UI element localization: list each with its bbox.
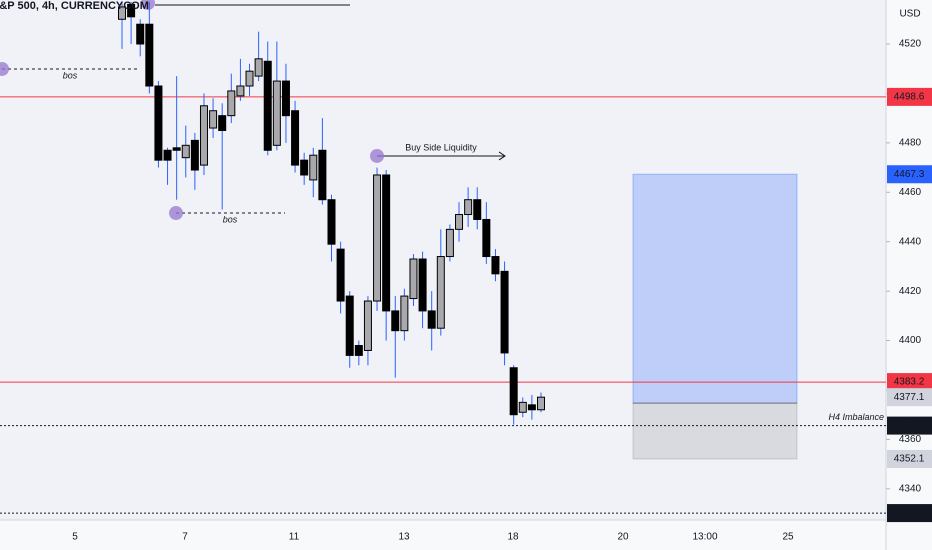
candle-body bbox=[391, 310, 400, 332]
x-tick-label: 11 bbox=[289, 532, 300, 543]
candle-body bbox=[281, 80, 290, 117]
chart-title: S&P 500, 4h, CURRENCYCOM bbox=[0, 0, 149, 12]
candle-body bbox=[509, 367, 518, 416]
candle-body bbox=[181, 144, 190, 159]
annotation-dot bbox=[370, 148, 384, 163]
candle-body bbox=[145, 23, 154, 87]
candle-body bbox=[309, 154, 318, 181]
candle-body bbox=[190, 139, 199, 171]
annotation-label: bos bbox=[223, 214, 238, 224]
x-tick-label: 7 bbox=[182, 532, 188, 543]
y-tick-label: 4400 bbox=[899, 335, 922, 346]
candle-body bbox=[427, 310, 436, 329]
candle-body bbox=[291, 110, 300, 166]
candle-body bbox=[482, 218, 491, 258]
y-tick-label: 4360 bbox=[899, 434, 922, 445]
candle-body bbox=[409, 258, 418, 300]
candle-body bbox=[209, 110, 218, 129]
candle-body bbox=[518, 401, 527, 413]
candle-body bbox=[272, 80, 281, 146]
candle-body bbox=[172, 147, 181, 151]
price-badge-label: 4365.6 bbox=[894, 420, 925, 431]
candle-body bbox=[218, 115, 227, 131]
annotation-label: bos bbox=[63, 70, 78, 80]
x-tick-label: 13 bbox=[398, 532, 410, 543]
candle-body bbox=[436, 256, 445, 329]
y-tick-label: 4460 bbox=[899, 187, 922, 198]
price-badge-label: 4383.2 bbox=[894, 377, 925, 388]
candle-body bbox=[527, 404, 536, 411]
candle-body bbox=[227, 90, 236, 117]
y-tick-label: 4520 bbox=[899, 39, 922, 50]
candle-body bbox=[345, 295, 354, 356]
annotation-dot bbox=[0, 61, 9, 76]
candle-body bbox=[382, 174, 391, 312]
price-badge-label: 4498.6 bbox=[894, 92, 925, 103]
annotation-dot bbox=[169, 206, 183, 221]
price-badge-label: 4352.1 bbox=[894, 454, 925, 465]
candle-body bbox=[327, 199, 336, 245]
price-badge bbox=[887, 449, 932, 468]
x-tick-label: 5 bbox=[72, 532, 78, 543]
price-badge-label: 4330.2 bbox=[894, 508, 925, 519]
price-badge bbox=[887, 388, 932, 407]
candle-body bbox=[236, 85, 245, 97]
arrow-head bbox=[498, 151, 506, 161]
price-badge bbox=[887, 87, 932, 106]
candle-body bbox=[118, 6, 126, 20]
x-tick-label: 25 bbox=[782, 532, 794, 543]
candle-body bbox=[363, 300, 372, 351]
price-badge bbox=[887, 504, 932, 523]
annotation-label: Buy Side Liquidity bbox=[405, 142, 477, 152]
candle-body bbox=[336, 248, 345, 302]
candle-body bbox=[136, 23, 145, 45]
price-badge bbox=[887, 416, 932, 435]
candle-body bbox=[445, 228, 454, 258]
time-axis bbox=[0, 520, 886, 550]
candle-body bbox=[455, 214, 464, 230]
candle-body bbox=[354, 345, 363, 356]
candle-body bbox=[300, 159, 309, 176]
price-badge-label: 4377.1 bbox=[894, 392, 925, 403]
price-badge-label: 4467.3 bbox=[894, 169, 925, 180]
price-badge bbox=[887, 373, 932, 392]
price-badge bbox=[887, 165, 932, 184]
x-tick-label: 20 bbox=[617, 532, 629, 543]
candle-body bbox=[199, 105, 208, 166]
candle-body bbox=[464, 199, 473, 216]
candle-body bbox=[491, 256, 500, 275]
y-tick-label: 4420 bbox=[899, 286, 922, 297]
candle-body bbox=[163, 149, 172, 161]
y-tick-label: 4340 bbox=[899, 483, 922, 494]
candle-body bbox=[373, 174, 382, 302]
candle-body bbox=[500, 270, 509, 354]
target-zone bbox=[632, 173, 798, 404]
level-label: H4 Imbalance bbox=[828, 412, 884, 422]
candle-body bbox=[418, 258, 427, 312]
candle-body bbox=[537, 396, 545, 411]
candle-body bbox=[473, 199, 482, 220]
stop-zone bbox=[632, 402, 798, 460]
currency: USD bbox=[899, 9, 920, 20]
x-tick-label: 18 bbox=[507, 532, 519, 543]
y-tick-label: 4480 bbox=[899, 137, 922, 148]
candle-body bbox=[254, 58, 263, 77]
candle-body bbox=[400, 295, 409, 332]
candle-body bbox=[245, 70, 254, 87]
candle-body bbox=[154, 85, 163, 161]
annotation-dot bbox=[141, 0, 155, 10]
x-tick-label: 13:00 bbox=[692, 532, 717, 543]
candle-body bbox=[263, 60, 272, 151]
candle-body bbox=[127, 3, 136, 18]
y-tick-label: 4440 bbox=[899, 236, 922, 247]
candle-body bbox=[318, 149, 327, 201]
